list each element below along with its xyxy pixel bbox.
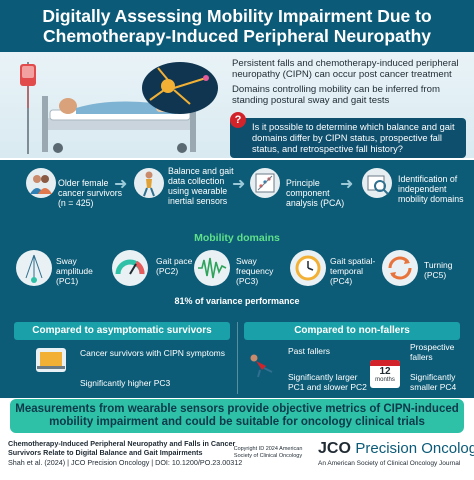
arrow-icon: ➜ bbox=[340, 176, 354, 193]
magnifier-icon bbox=[362, 168, 392, 198]
title-line-2: Chemotherapy-Induced Peripheral Neuropat… bbox=[43, 26, 431, 46]
chart-icon bbox=[250, 168, 280, 198]
compare-asymptomatic-heading: Compared to asymptomatic survivors bbox=[14, 322, 230, 340]
copyright-note: Copyright ID 2024 American Society of Cl… bbox=[233, 446, 303, 459]
citation-reference: Shah et al. (2024) | JCO Precision Oncol… bbox=[8, 458, 243, 467]
intro-paragraph-1: Persistent falls and chemotherapy-induce… bbox=[232, 58, 459, 80]
brand-rest: Precision Oncology bbox=[355, 440, 474, 457]
footer bbox=[0, 435, 474, 480]
laptop-icon bbox=[36, 348, 66, 372]
question-icon: ? bbox=[230, 112, 246, 128]
clock-icon bbox=[290, 250, 326, 286]
wave-icon bbox=[194, 250, 230, 286]
conclusion-banner: Measurements from wearable sensors provi… bbox=[10, 399, 464, 433]
domain-2-label: Gait pace (PC2) bbox=[156, 256, 193, 276]
title-banner: Digitally Assessing Mobility Impairment … bbox=[0, 0, 474, 52]
calendar-icon: 12 months bbox=[370, 360, 400, 388]
pendulum-icon bbox=[16, 250, 52, 286]
domain-4-label: Gait spatial-temporal (PC4) bbox=[330, 256, 376, 286]
step-1-label: Older female cancer survivors (n = 425) bbox=[58, 178, 123, 208]
intro-paragraph-2: Domains controlling mobility can be infe… bbox=[232, 84, 440, 106]
walker-icon bbox=[134, 168, 164, 198]
citation-title: Chemotherapy-Induced Peripheral Neuropat… bbox=[8, 439, 236, 457]
step-4-label: Identification of independent mobility d… bbox=[398, 174, 464, 204]
domain-3-label: Sway frequency (PC3) bbox=[236, 256, 274, 286]
divider bbox=[237, 322, 238, 394]
rotate-icon bbox=[382, 250, 418, 286]
neuron-icon bbox=[142, 62, 218, 114]
compare-left-group: Cancer survivors with CIPN symptoms bbox=[80, 348, 226, 358]
calendar-word: months bbox=[375, 377, 395, 383]
gauge-icon bbox=[112, 250, 148, 286]
falling-person-icon bbox=[246, 350, 276, 380]
variance-note: 81% of variance performance bbox=[174, 296, 300, 306]
prospective-fallers-label: Prospective fallers bbox=[410, 342, 455, 362]
arrow-icon: ➜ bbox=[232, 176, 246, 193]
compare-left-result: Significantly higher PC3 bbox=[80, 378, 171, 388]
past-fallers-result: Significantly larger PC1 and slower PC2 bbox=[288, 372, 367, 392]
domain-5-label: Turning (PC5) bbox=[424, 260, 453, 280]
research-question: Is it possible to determine which balanc… bbox=[230, 118, 466, 158]
step-3-label: Principle component analysis (PCA) bbox=[286, 178, 345, 208]
brand-short: JCO bbox=[318, 440, 351, 457]
mobility-domains-title: Mobility domains bbox=[194, 232, 280, 244]
arrow-icon: ➜ bbox=[114, 176, 128, 193]
past-fallers-label: Past fallers bbox=[288, 346, 331, 356]
domain-1-label: Sway amplitude (PC1) bbox=[56, 256, 93, 286]
step-2-label: Balance and gait data collection using w… bbox=[168, 166, 234, 206]
brand-subtitle: An American Society of Clinical Oncology… bbox=[318, 460, 461, 467]
journal-brand: JCO Precision Oncology bbox=[318, 440, 474, 458]
prospective-fallers-result: Significantly smaller PC4 bbox=[410, 372, 457, 392]
hospital-bed-illustration bbox=[20, 62, 196, 154]
people-icon bbox=[26, 168, 56, 198]
compare-nonfallers-heading: Compared to non-fallers bbox=[244, 322, 460, 340]
calendar-number: 12 bbox=[379, 366, 391, 377]
title-line-1: Digitally Assessing Mobility Impairment … bbox=[42, 6, 432, 26]
